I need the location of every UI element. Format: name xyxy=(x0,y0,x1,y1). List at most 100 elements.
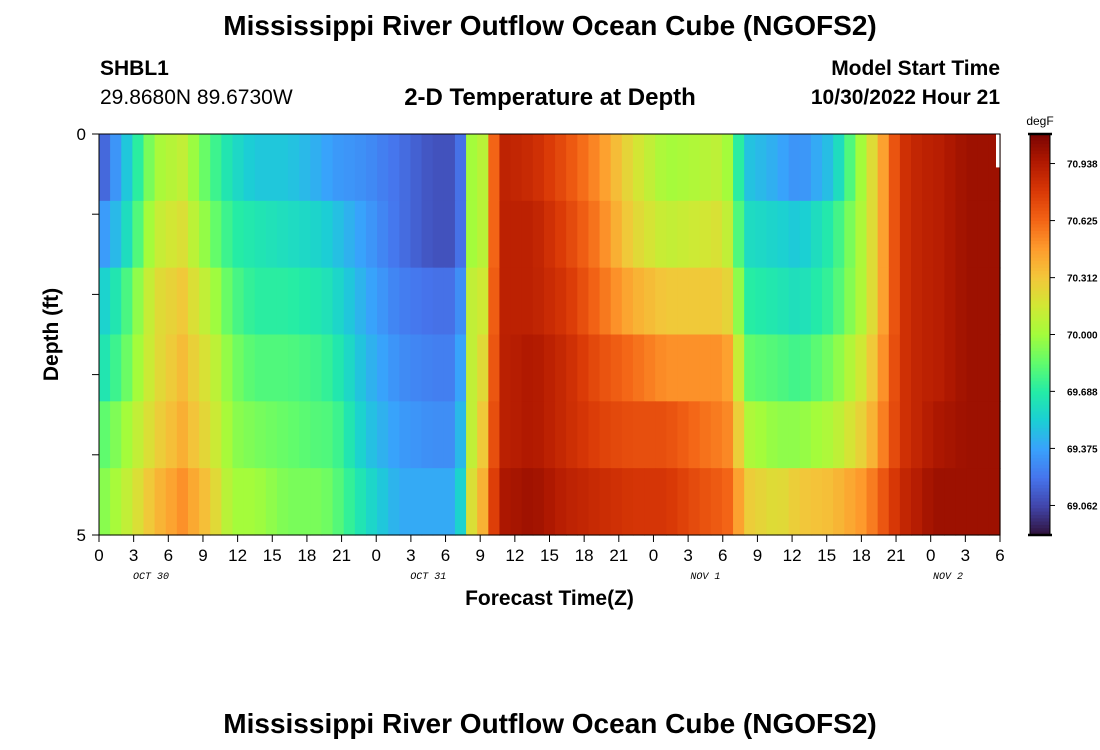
colorbar-segment xyxy=(1030,494,1050,499)
colorbar-segment xyxy=(1030,180,1050,185)
heatmap-cell xyxy=(911,468,923,536)
heatmap-cell xyxy=(399,200,412,269)
heatmap-cell xyxy=(966,267,979,336)
colorbar-segment xyxy=(1030,511,1050,516)
heatmap-cell xyxy=(332,401,345,469)
heatmap-cell xyxy=(799,334,812,402)
heatmap-cell xyxy=(143,468,156,536)
colorbar-segment xyxy=(1030,177,1050,182)
colorbar-segment xyxy=(1030,297,1050,302)
heatmap-cell xyxy=(721,200,734,269)
heatmap-cell xyxy=(699,200,712,269)
colorbar-segment xyxy=(1030,167,1050,172)
heatmap-cell xyxy=(888,334,901,402)
colorbar-segment xyxy=(1030,421,1050,426)
colorbar-segment xyxy=(1030,197,1050,202)
heatmap-cell xyxy=(543,267,556,336)
colorbar-segment xyxy=(1030,247,1050,252)
heatmap-cell xyxy=(755,334,767,402)
heatmap-cell xyxy=(777,468,790,536)
colorbar-segment xyxy=(1030,134,1050,138)
heatmap-cell xyxy=(232,200,245,269)
heatmap-cell xyxy=(977,334,990,402)
heatmap-cell xyxy=(187,200,200,269)
heatmap-cell xyxy=(432,200,445,269)
heatmap-cell xyxy=(388,267,400,336)
colorbar-segment xyxy=(1030,444,1050,449)
heatmap-cell xyxy=(199,334,211,402)
heatmap-cell xyxy=(677,401,690,469)
heatmap-cell xyxy=(466,134,478,202)
colorbar-segment xyxy=(1030,387,1050,392)
heatmap-cell xyxy=(866,134,879,202)
heatmap-cell xyxy=(833,134,845,202)
heatmap-cell xyxy=(176,401,189,469)
heatmap-cell xyxy=(866,200,879,269)
heatmap-cell xyxy=(132,134,145,202)
heatmap-cell xyxy=(799,401,812,469)
heatmap-cell xyxy=(888,468,901,536)
colorbar-segment xyxy=(1030,170,1050,175)
heatmap-cell xyxy=(187,134,200,202)
heatmap-cell xyxy=(944,401,957,469)
heatmap-cell xyxy=(766,267,779,336)
heatmap-cell xyxy=(454,200,467,269)
heatmap-cell xyxy=(310,468,323,536)
heatmap-cell xyxy=(310,134,323,202)
heatmap-cell xyxy=(677,134,690,202)
heatmap-cell xyxy=(421,401,434,469)
colorbar-tick-label: 69.062 xyxy=(1067,501,1098,512)
heatmap-cell xyxy=(655,401,667,469)
heatmap-cell xyxy=(354,134,367,202)
heatmap-cell xyxy=(365,334,378,402)
heatmap-cell xyxy=(688,200,701,269)
heatmap-cell xyxy=(977,401,990,469)
heatmap-cell xyxy=(210,334,222,402)
heatmap-cell xyxy=(810,200,823,269)
heatmap-cell xyxy=(521,401,534,469)
heatmap-cell xyxy=(276,267,289,336)
heatmap-cell xyxy=(733,200,745,269)
colorbar-segment xyxy=(1030,531,1050,536)
colorbar-segment xyxy=(1030,381,1050,386)
colorbar-segment xyxy=(1030,321,1050,326)
heatmap-cell xyxy=(388,401,400,469)
heatmap-cell xyxy=(599,134,612,202)
heatmap-cell xyxy=(332,334,345,402)
heatmap-cell xyxy=(955,468,968,536)
heatmap-cell xyxy=(944,200,957,269)
heatmap-cell xyxy=(499,267,512,336)
heatmap-cell xyxy=(799,134,812,202)
heatmap-cell xyxy=(744,200,756,269)
heatmap-cell xyxy=(477,134,489,202)
heatmap-cell xyxy=(777,334,790,402)
heatmap-cell xyxy=(354,267,367,336)
heatmap-cell xyxy=(477,334,489,402)
heatmap-cell xyxy=(265,267,278,336)
colorbar-segment xyxy=(1030,508,1050,513)
heatmap-cell xyxy=(810,401,823,469)
heatmap-cell xyxy=(388,468,400,536)
colorbar-segment xyxy=(1030,154,1050,158)
heatmap-cell xyxy=(110,134,122,202)
colorbar-segment xyxy=(1030,341,1050,346)
heatmap-cell xyxy=(588,200,601,269)
heatmap-cell xyxy=(699,468,712,536)
heatmap-cell xyxy=(899,468,912,536)
heatmap-cell xyxy=(210,134,222,202)
heatmap-cell xyxy=(877,267,890,336)
heatmap-cell xyxy=(288,134,300,202)
colorbar-segment xyxy=(1030,207,1050,212)
heatmap-cell xyxy=(176,200,189,269)
heatmap-cell xyxy=(187,334,200,402)
heatmap-cell xyxy=(265,134,278,202)
colorbar-segment xyxy=(1030,401,1050,406)
colorbar-segment xyxy=(1030,528,1050,533)
heatmap-cell xyxy=(265,334,278,402)
heatmap-cell xyxy=(977,134,990,202)
colorbar-segment xyxy=(1030,287,1050,292)
colorbar: 70.938 70.625 70.312 70.000 69.688 69.375 69.0… xyxy=(1028,132,1098,537)
heatmap-cell xyxy=(566,134,578,202)
heatmap-cell xyxy=(499,200,512,269)
footer-title: Mississippi River Outflow Ocean Cube (NG… xyxy=(223,708,877,739)
